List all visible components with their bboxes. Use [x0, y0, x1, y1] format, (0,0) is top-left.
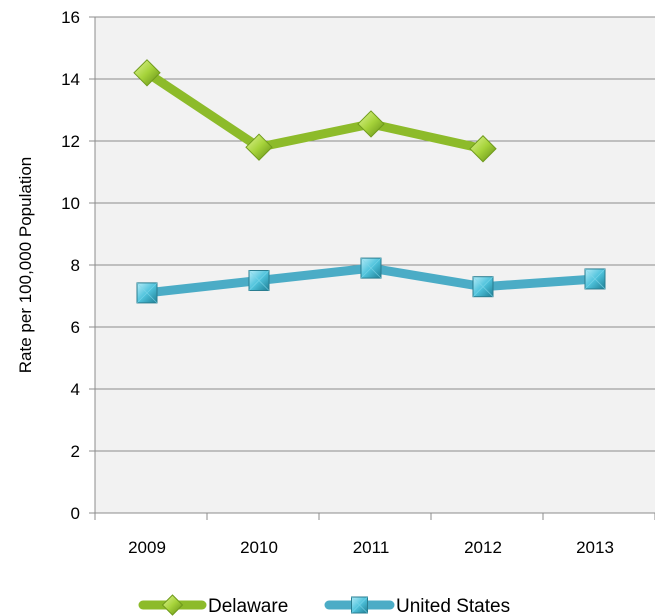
- y-tick-label: 2: [71, 442, 80, 461]
- legend: Delaware United States: [138, 594, 510, 616]
- y-tick-label: 8: [71, 256, 80, 275]
- y-tick-label: 4: [71, 380, 80, 399]
- data-point: [136, 282, 158, 304]
- x-tick-label: 2010: [240, 538, 278, 557]
- x-tick-label: 2012: [464, 538, 502, 557]
- y-axis-label: Rate per 100,000 Population: [16, 157, 35, 373]
- series-delaware: [133, 59, 497, 163]
- x-tick-label: 2009: [128, 538, 166, 557]
- y-tick-label: 12: [61, 132, 80, 151]
- y-tick-label: 16: [61, 8, 80, 27]
- data-point: [472, 276, 494, 298]
- legend-label: Delaware: [208, 596, 288, 616]
- data-point: [357, 110, 385, 138]
- series-united-states: [136, 257, 606, 304]
- x-tick-label: 2011: [353, 538, 390, 557]
- data-point: [245, 133, 273, 161]
- y-tick-labels: 0 2 4 6 8 10 12 14 16: [61, 8, 80, 523]
- data-point: [584, 268, 606, 290]
- axes: [89, 16, 655, 520]
- gridlines: [95, 16, 655, 452]
- series-line: [142, 68, 488, 154]
- data-point: [248, 270, 270, 291]
- legend-swatch-marker: [161, 594, 184, 616]
- legend-label: United States: [396, 596, 510, 616]
- legend-item-delaware: Delaware: [138, 594, 288, 616]
- y-tick-label: 0: [71, 504, 80, 523]
- legend-swatch-marker: [351, 596, 368, 614]
- y-tick-label: 10: [61, 194, 80, 213]
- y-tick-label: 6: [71, 318, 80, 337]
- data-point: [469, 135, 497, 163]
- series-group: [133, 59, 606, 304]
- data-point: [360, 257, 382, 279]
- x-tick-label: 2013: [576, 538, 614, 557]
- data-point: [133, 59, 161, 87]
- x-tick-labels: 2009 2010 2011 2012 2013: [128, 538, 614, 557]
- legend-item-united-states: United States: [324, 596, 510, 616]
- y-tick-label: 14: [61, 70, 80, 89]
